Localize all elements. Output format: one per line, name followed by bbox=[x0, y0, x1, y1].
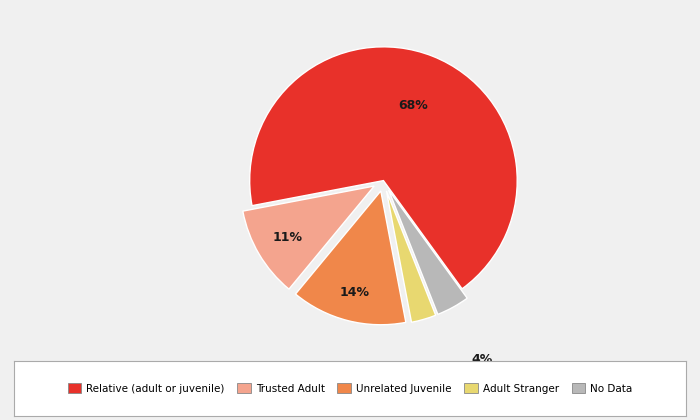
Wedge shape bbox=[389, 190, 467, 314]
Text: 3%: 3% bbox=[430, 371, 451, 383]
Text: 14%: 14% bbox=[340, 286, 370, 299]
Text: 4%: 4% bbox=[471, 354, 493, 367]
Wedge shape bbox=[243, 186, 374, 289]
Wedge shape bbox=[250, 47, 517, 289]
Wedge shape bbox=[386, 191, 435, 322]
Wedge shape bbox=[295, 191, 406, 325]
Text: 11%: 11% bbox=[273, 231, 303, 244]
Text: 68%: 68% bbox=[398, 100, 428, 113]
Legend: Relative (adult or juvenile), Trusted Adult, Unrelated Juvenile, Adult Stranger,: Relative (adult or juvenile), Trusted Ad… bbox=[63, 379, 637, 398]
